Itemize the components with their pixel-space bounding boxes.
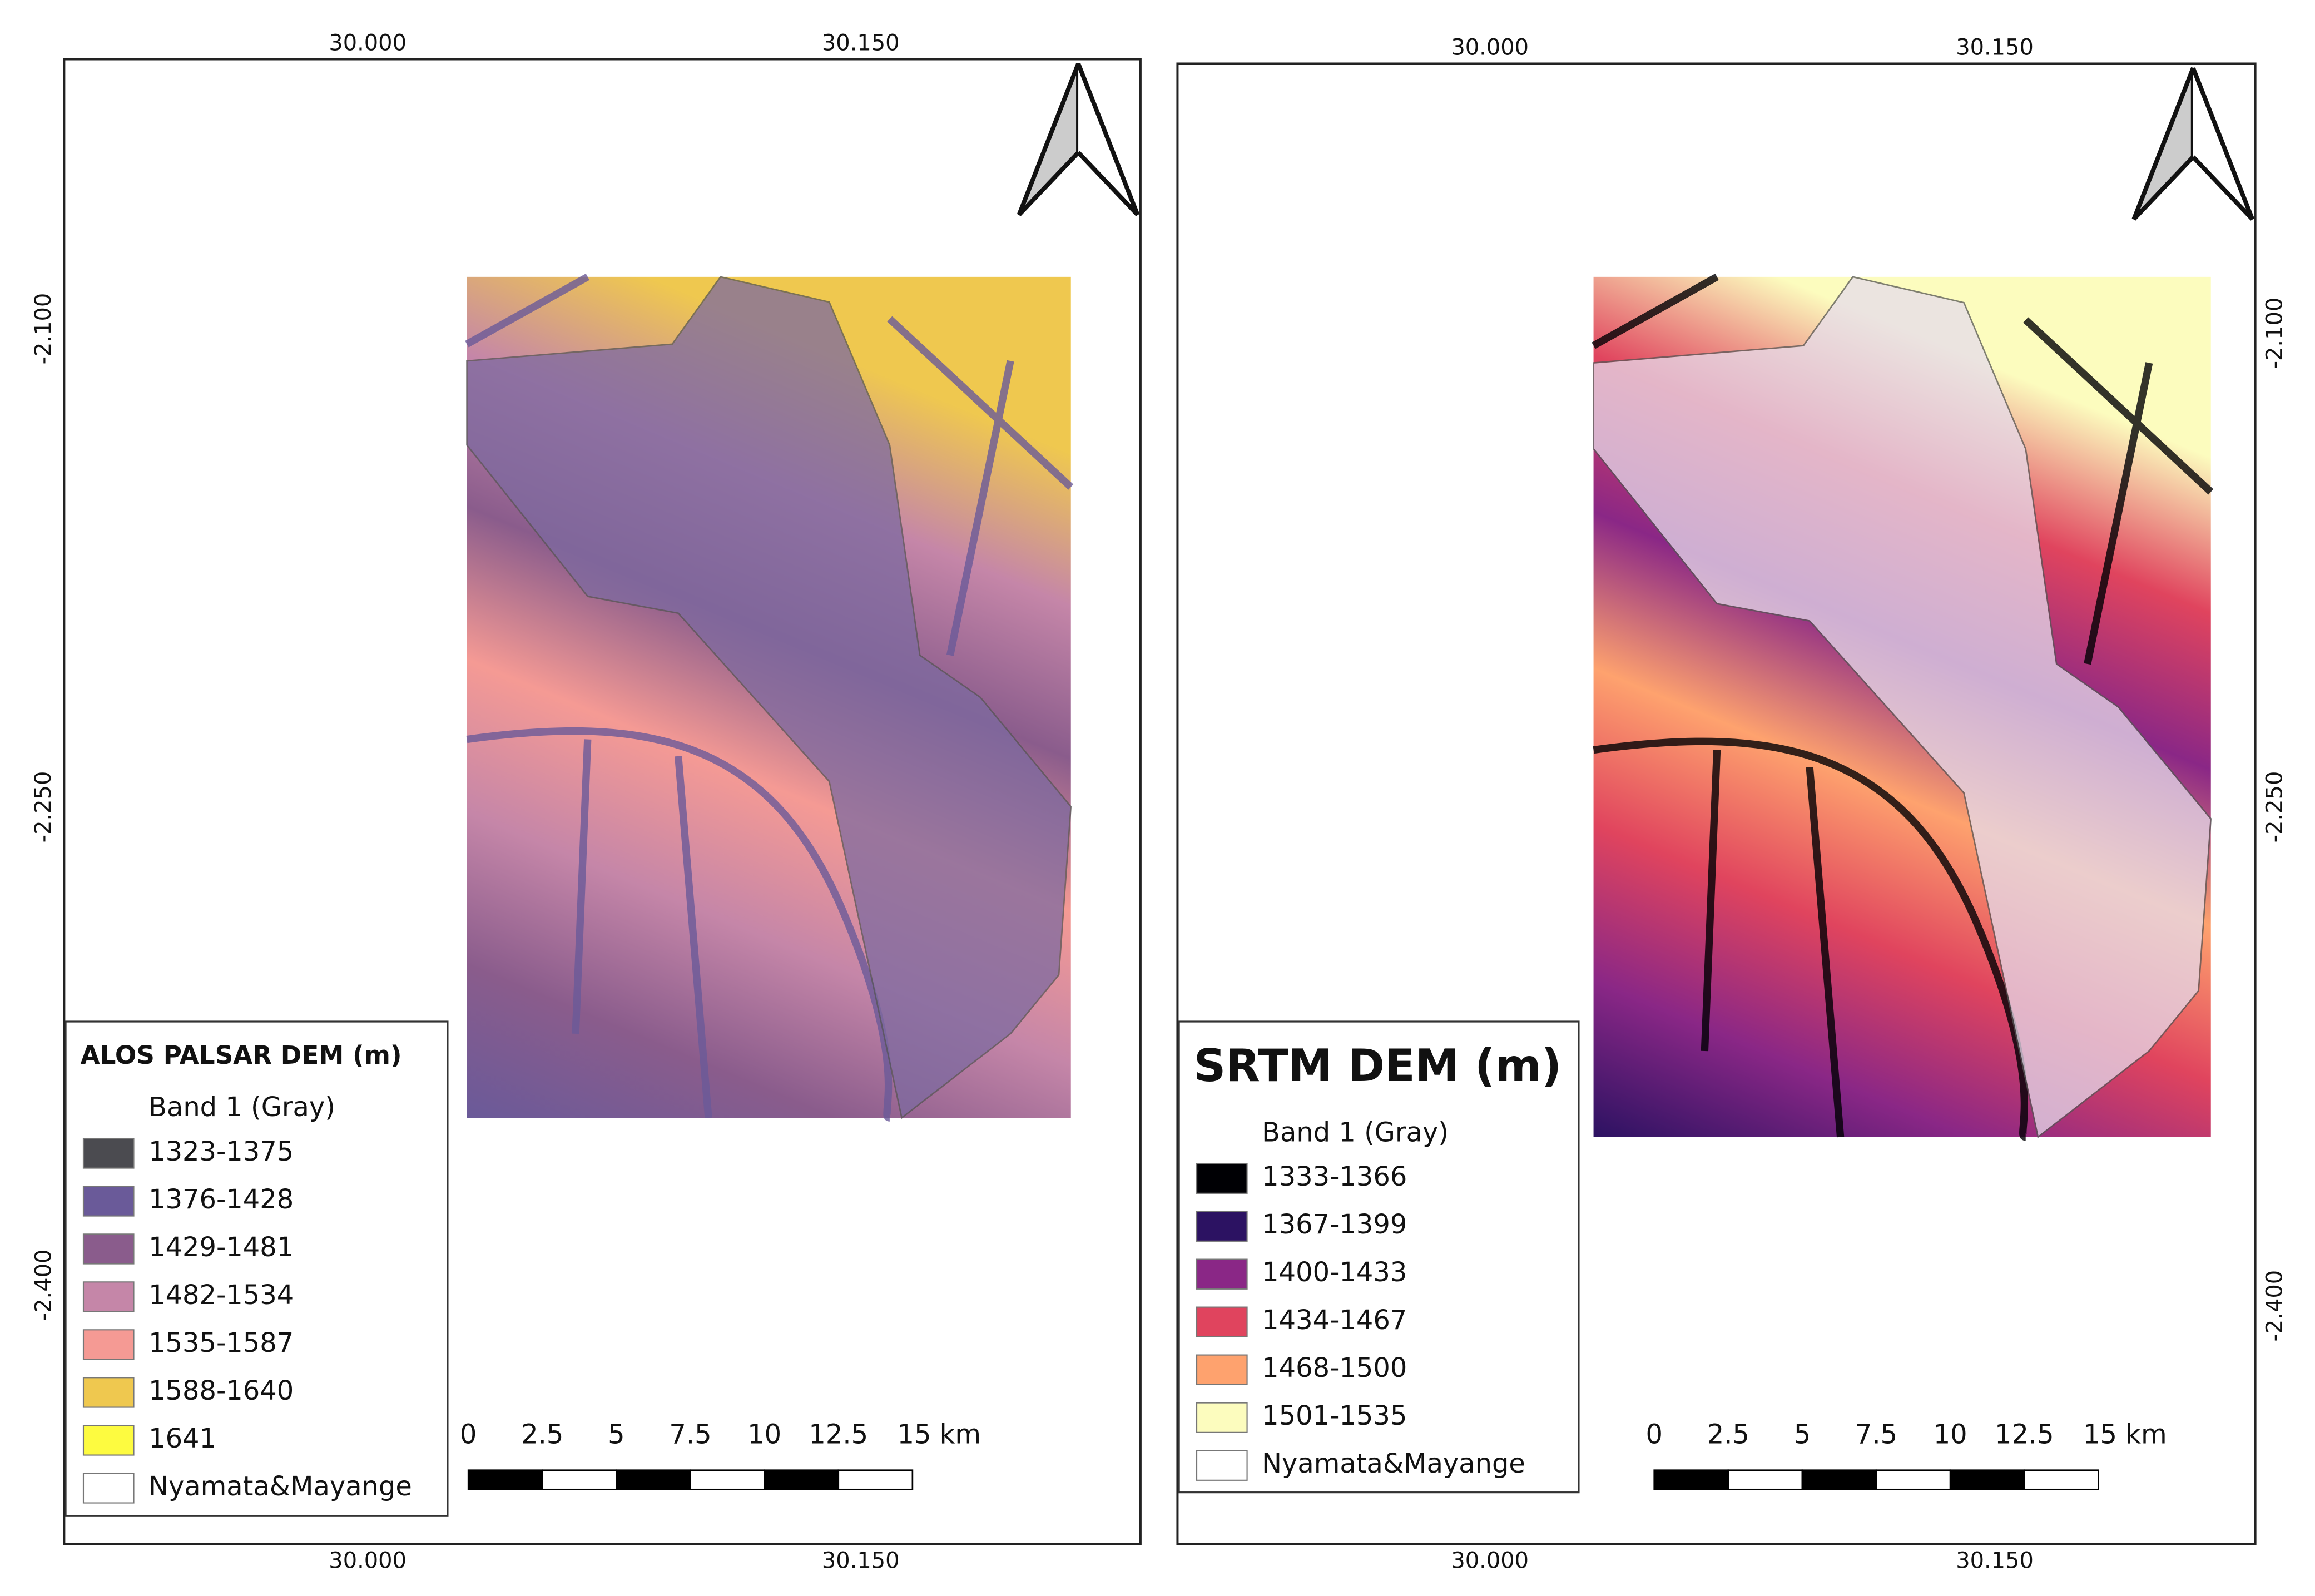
- legend-label: 1323-1375: [148, 1137, 294, 1167]
- scale-segment: [616, 1469, 691, 1490]
- legend-swatch: [1196, 1306, 1248, 1337]
- scale-segment: [1653, 1469, 1729, 1490]
- x-coord-label: 30.150: [1956, 34, 2034, 60]
- boundary-area: [466, 276, 1072, 1119]
- legend-label: 1501-1535: [1262, 1401, 1407, 1431]
- legend-label: 1434-1467: [1262, 1305, 1407, 1336]
- x-coord-label: 30.000: [329, 30, 407, 56]
- legend-swatch: [82, 1473, 135, 1504]
- legend-title: ALOS PALSAR DEM (m): [81, 1040, 402, 1070]
- legend-swatch: [82, 1281, 135, 1312]
- scale-label: 2.5: [521, 1419, 563, 1450]
- y-coord-label: -2.250: [31, 771, 56, 843]
- legend-swatch: [1196, 1258, 1248, 1290]
- scale-label: 5: [608, 1419, 624, 1450]
- scale-label: 15 km: [898, 1419, 981, 1450]
- north-arrow: [1076, 63, 1140, 216]
- y-coord-label: -2.100: [31, 293, 56, 365]
- legend-label: Nyamata&Mayange: [1262, 1449, 1525, 1479]
- x-coord-label: 30.150: [822, 30, 900, 56]
- scale-segment: [1949, 1469, 2025, 1490]
- legend-band: Band 1 (Gray): [148, 1092, 335, 1123]
- drainage: [465, 274, 1074, 1122]
- scale-label: 7.5: [1855, 1419, 1897, 1450]
- legend-label: 1482-1534: [148, 1280, 294, 1311]
- scale-label: 0: [460, 1419, 477, 1450]
- y-coord-label: -2.400: [2262, 1270, 2287, 1342]
- legend-swatch: [82, 1186, 135, 1217]
- legend-swatch: [82, 1233, 135, 1265]
- x-coord-label: 30.000: [1451, 1548, 1529, 1573]
- legend-label: 1429-1481: [148, 1232, 294, 1263]
- scale-segment: [1801, 1469, 1877, 1490]
- x-coord-label: 30.150: [1956, 1548, 2034, 1573]
- scale-segment: [1875, 1469, 1951, 1490]
- y-coord-label: -2.100: [2262, 298, 2287, 369]
- legend-swatch: [82, 1425, 135, 1456]
- legend-label: 1376-1428: [148, 1184, 294, 1215]
- legend-title: SRTM DEM (m): [1194, 1040, 1562, 1092]
- x-coord-label: 30.150: [822, 1548, 900, 1573]
- scale-segment: [541, 1469, 617, 1490]
- legend-label: 1333-1366: [1262, 1162, 1407, 1192]
- legend-swatch: [1196, 1450, 1248, 1481]
- legend-swatch: [82, 1329, 135, 1360]
- scale-label: 5: [1794, 1419, 1811, 1450]
- legend-swatch: [82, 1138, 135, 1169]
- scale-label: 10: [747, 1419, 781, 1450]
- scale-label: 2.5: [1707, 1419, 1749, 1450]
- legend-label: 1588-1640: [148, 1376, 294, 1406]
- scale-label: 12.5: [809, 1419, 868, 1450]
- legend-label: 1400-1433: [1262, 1257, 1407, 1288]
- scale-label: 0: [1645, 1419, 1662, 1450]
- legend-label: 1535-1587: [148, 1328, 294, 1359]
- legend-swatch: [1196, 1211, 1248, 1242]
- legend-swatch: [1196, 1163, 1248, 1194]
- legend-label: 1641: [148, 1424, 216, 1454]
- legend-swatch: [1196, 1354, 1248, 1385]
- legend-band: Band 1 (Gray): [1262, 1117, 1449, 1148]
- scale-label: 7.5: [669, 1419, 711, 1450]
- x-coord-label: 30.000: [329, 1548, 407, 1573]
- x-coord-label: 30.000: [1451, 34, 1529, 60]
- scale-segment: [1727, 1469, 1803, 1490]
- scale-segment: [837, 1469, 914, 1490]
- legend-label: Nyamata&Mayange: [148, 1471, 412, 1502]
- y-coord-label: -2.400: [31, 1250, 56, 1321]
- legend-swatch: [1196, 1402, 1248, 1433]
- scale-segment: [467, 1469, 543, 1490]
- y-coord-label: -2.250: [2262, 771, 2287, 843]
- scale-segment: [690, 1469, 765, 1490]
- legend-swatch: [82, 1377, 135, 1408]
- scale-segment: [2023, 1469, 2099, 1490]
- boundary-area: [1593, 276, 2212, 1139]
- scale-segment: [764, 1469, 840, 1490]
- legend-label: 1468-1500: [1262, 1353, 1407, 1384]
- scale-label: 12.5: [1995, 1419, 2054, 1450]
- drainage: [1592, 274, 2214, 1141]
- north-arrow: [2191, 67, 2255, 221]
- scale-label: 10: [1934, 1419, 1967, 1450]
- legend-label: 1367-1399: [1262, 1210, 1407, 1240]
- scale-label: 15 km: [2083, 1419, 2167, 1450]
